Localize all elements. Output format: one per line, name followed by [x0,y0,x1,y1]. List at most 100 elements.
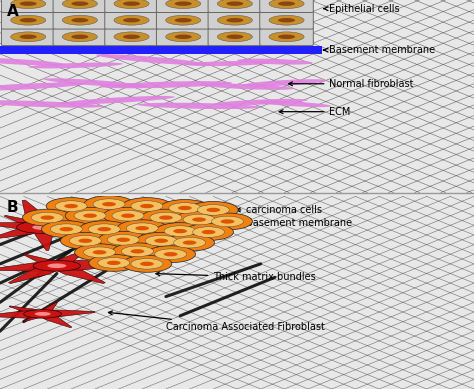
Ellipse shape [24,310,62,318]
Ellipse shape [10,15,46,25]
Ellipse shape [61,232,110,249]
FancyBboxPatch shape [53,0,107,12]
FancyBboxPatch shape [156,0,210,12]
Ellipse shape [165,234,214,251]
Ellipse shape [99,231,148,248]
Ellipse shape [78,238,92,243]
Bar [0,46,322,54]
Text: carcinoma cells: carcinoma cells [237,205,322,215]
Ellipse shape [117,238,130,242]
FancyBboxPatch shape [105,28,158,46]
Ellipse shape [35,312,51,316]
Ellipse shape [126,223,158,233]
Ellipse shape [0,58,66,66]
Ellipse shape [123,2,140,6]
Ellipse shape [69,235,101,246]
Ellipse shape [137,103,261,109]
FancyBboxPatch shape [53,28,107,46]
Ellipse shape [121,246,154,257]
Ellipse shape [221,219,234,224]
Ellipse shape [131,249,144,254]
Ellipse shape [197,205,229,215]
Ellipse shape [269,15,304,25]
Ellipse shape [98,258,130,268]
Text: A: A [7,4,19,19]
Ellipse shape [188,202,238,218]
Text: Basement membrane: Basement membrane [324,45,436,55]
Ellipse shape [44,78,146,88]
Ellipse shape [183,224,234,240]
Ellipse shape [47,263,66,268]
Ellipse shape [103,207,153,224]
Ellipse shape [93,250,107,254]
FancyBboxPatch shape [208,0,262,12]
Polygon shape [40,225,95,235]
Polygon shape [52,263,105,284]
Ellipse shape [10,32,46,42]
Polygon shape [0,225,46,239]
Ellipse shape [123,35,140,39]
Ellipse shape [80,221,129,238]
Polygon shape [37,265,60,277]
Ellipse shape [192,227,225,237]
Ellipse shape [74,210,106,221]
Ellipse shape [278,2,295,6]
Ellipse shape [93,199,125,209]
Text: Normal fibroblast: Normal fibroblast [289,79,414,89]
Ellipse shape [217,0,253,9]
Ellipse shape [278,35,295,39]
Ellipse shape [269,0,304,9]
Ellipse shape [174,211,224,228]
Ellipse shape [33,260,81,271]
Ellipse shape [112,210,144,221]
Ellipse shape [174,18,192,23]
Ellipse shape [160,200,210,216]
Polygon shape [0,223,44,230]
FancyBboxPatch shape [1,28,55,46]
Ellipse shape [10,0,46,9]
Ellipse shape [31,212,64,223]
Ellipse shape [50,224,82,235]
Ellipse shape [113,243,162,260]
Ellipse shape [107,261,120,265]
Ellipse shape [19,2,37,6]
Ellipse shape [83,247,116,258]
Polygon shape [52,250,86,267]
Ellipse shape [207,208,220,212]
Ellipse shape [165,0,201,9]
FancyBboxPatch shape [105,0,158,12]
Ellipse shape [46,198,96,214]
Ellipse shape [114,15,149,25]
FancyBboxPatch shape [208,28,262,46]
Ellipse shape [185,61,270,66]
Ellipse shape [89,254,138,271]
Ellipse shape [165,15,201,25]
Ellipse shape [173,229,187,233]
Ellipse shape [164,226,196,237]
Ellipse shape [226,18,244,23]
Polygon shape [0,311,43,318]
Ellipse shape [269,32,304,42]
Ellipse shape [173,237,206,248]
Polygon shape [4,216,46,229]
FancyBboxPatch shape [260,11,313,29]
Ellipse shape [122,198,172,214]
FancyBboxPatch shape [53,11,107,29]
Ellipse shape [102,202,116,206]
Polygon shape [23,313,45,322]
Ellipse shape [183,240,196,245]
Polygon shape [22,200,51,228]
Ellipse shape [192,217,206,222]
Ellipse shape [71,2,89,6]
Ellipse shape [242,79,327,86]
Ellipse shape [75,244,124,261]
Ellipse shape [98,227,111,231]
Ellipse shape [211,216,244,227]
Ellipse shape [96,54,207,65]
Ellipse shape [131,201,163,211]
Text: Carcinoma Associated Fibroblast: Carcinoma Associated Fibroblast [109,311,325,332]
Ellipse shape [62,96,175,104]
Ellipse shape [121,214,135,218]
Ellipse shape [28,63,123,68]
Ellipse shape [83,214,97,218]
